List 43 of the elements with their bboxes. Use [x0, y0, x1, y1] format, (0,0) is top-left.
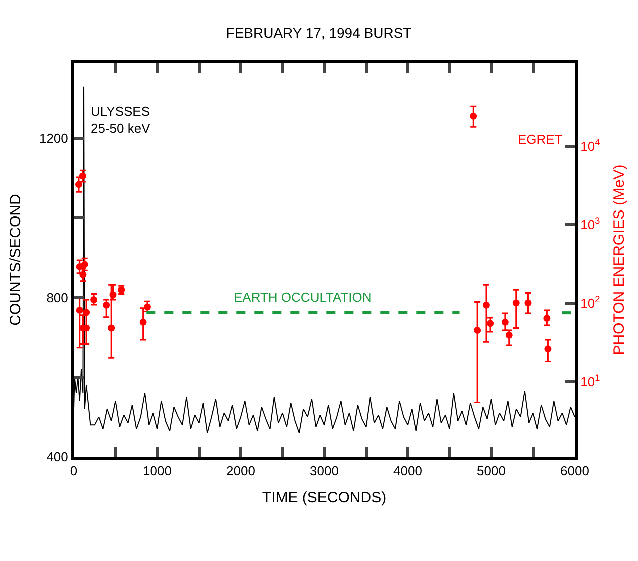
y-tick-label: 400: [46, 450, 68, 465]
x-tick-label: 6000: [560, 464, 590, 479]
point: [512, 300, 520, 307]
x-axis-title: TIME (SECONDS): [262, 490, 387, 507]
point: [108, 324, 116, 332]
series-label: ULYSSES 25-50 keV: [91, 104, 151, 136]
point: [524, 300, 532, 307]
x-tick-label: 4000: [394, 464, 422, 479]
x-tick-label: 2000: [226, 464, 256, 479]
point: [506, 332, 513, 339]
x-tick-label: 0: [70, 464, 78, 479]
point: [76, 181, 83, 188]
y2-tick-label: 10$^{4}$: [580, 137, 600, 154]
text: EGRET: [518, 132, 563, 147]
point: [470, 112, 478, 120]
y2-tick-label: 10$^{1}$: [580, 372, 600, 390]
point: [502, 318, 509, 326]
point: [90, 296, 98, 304]
x-tick-label: 3000: [310, 464, 339, 479]
point: [544, 314, 551, 322]
point: [76, 306, 84, 314]
x-tick-label: 1000: [143, 464, 172, 479]
point: [474, 326, 482, 334]
y-tick-label: 1200: [39, 131, 68, 146]
point: [103, 302, 110, 309]
point: [79, 172, 86, 180]
point: [83, 309, 90, 316]
point: [80, 271, 87, 278]
point: [140, 318, 147, 326]
y-tick-label: 800: [46, 290, 68, 306]
point: [81, 261, 88, 268]
point: [544, 346, 552, 353]
point: [482, 302, 490, 309]
series-label: EARTH OCCULTATION: [234, 290, 372, 305]
y2-axis-title: PHOTON ENERGIES (MeV): [611, 164, 628, 356]
chart-title: FEBRUARY 17, 1994 BURST: [226, 24, 412, 41]
point: [144, 304, 151, 311]
point: [110, 292, 117, 299]
point: [487, 320, 494, 328]
y2-tick-label: 10$^{2}$: [580, 294, 600, 311]
y2-tick-label: 10$^{3}$: [580, 216, 600, 232]
y-axis-title: COUNTS/SECOND: [8, 194, 25, 326]
x-tick-label: 5000: [477, 464, 506, 479]
